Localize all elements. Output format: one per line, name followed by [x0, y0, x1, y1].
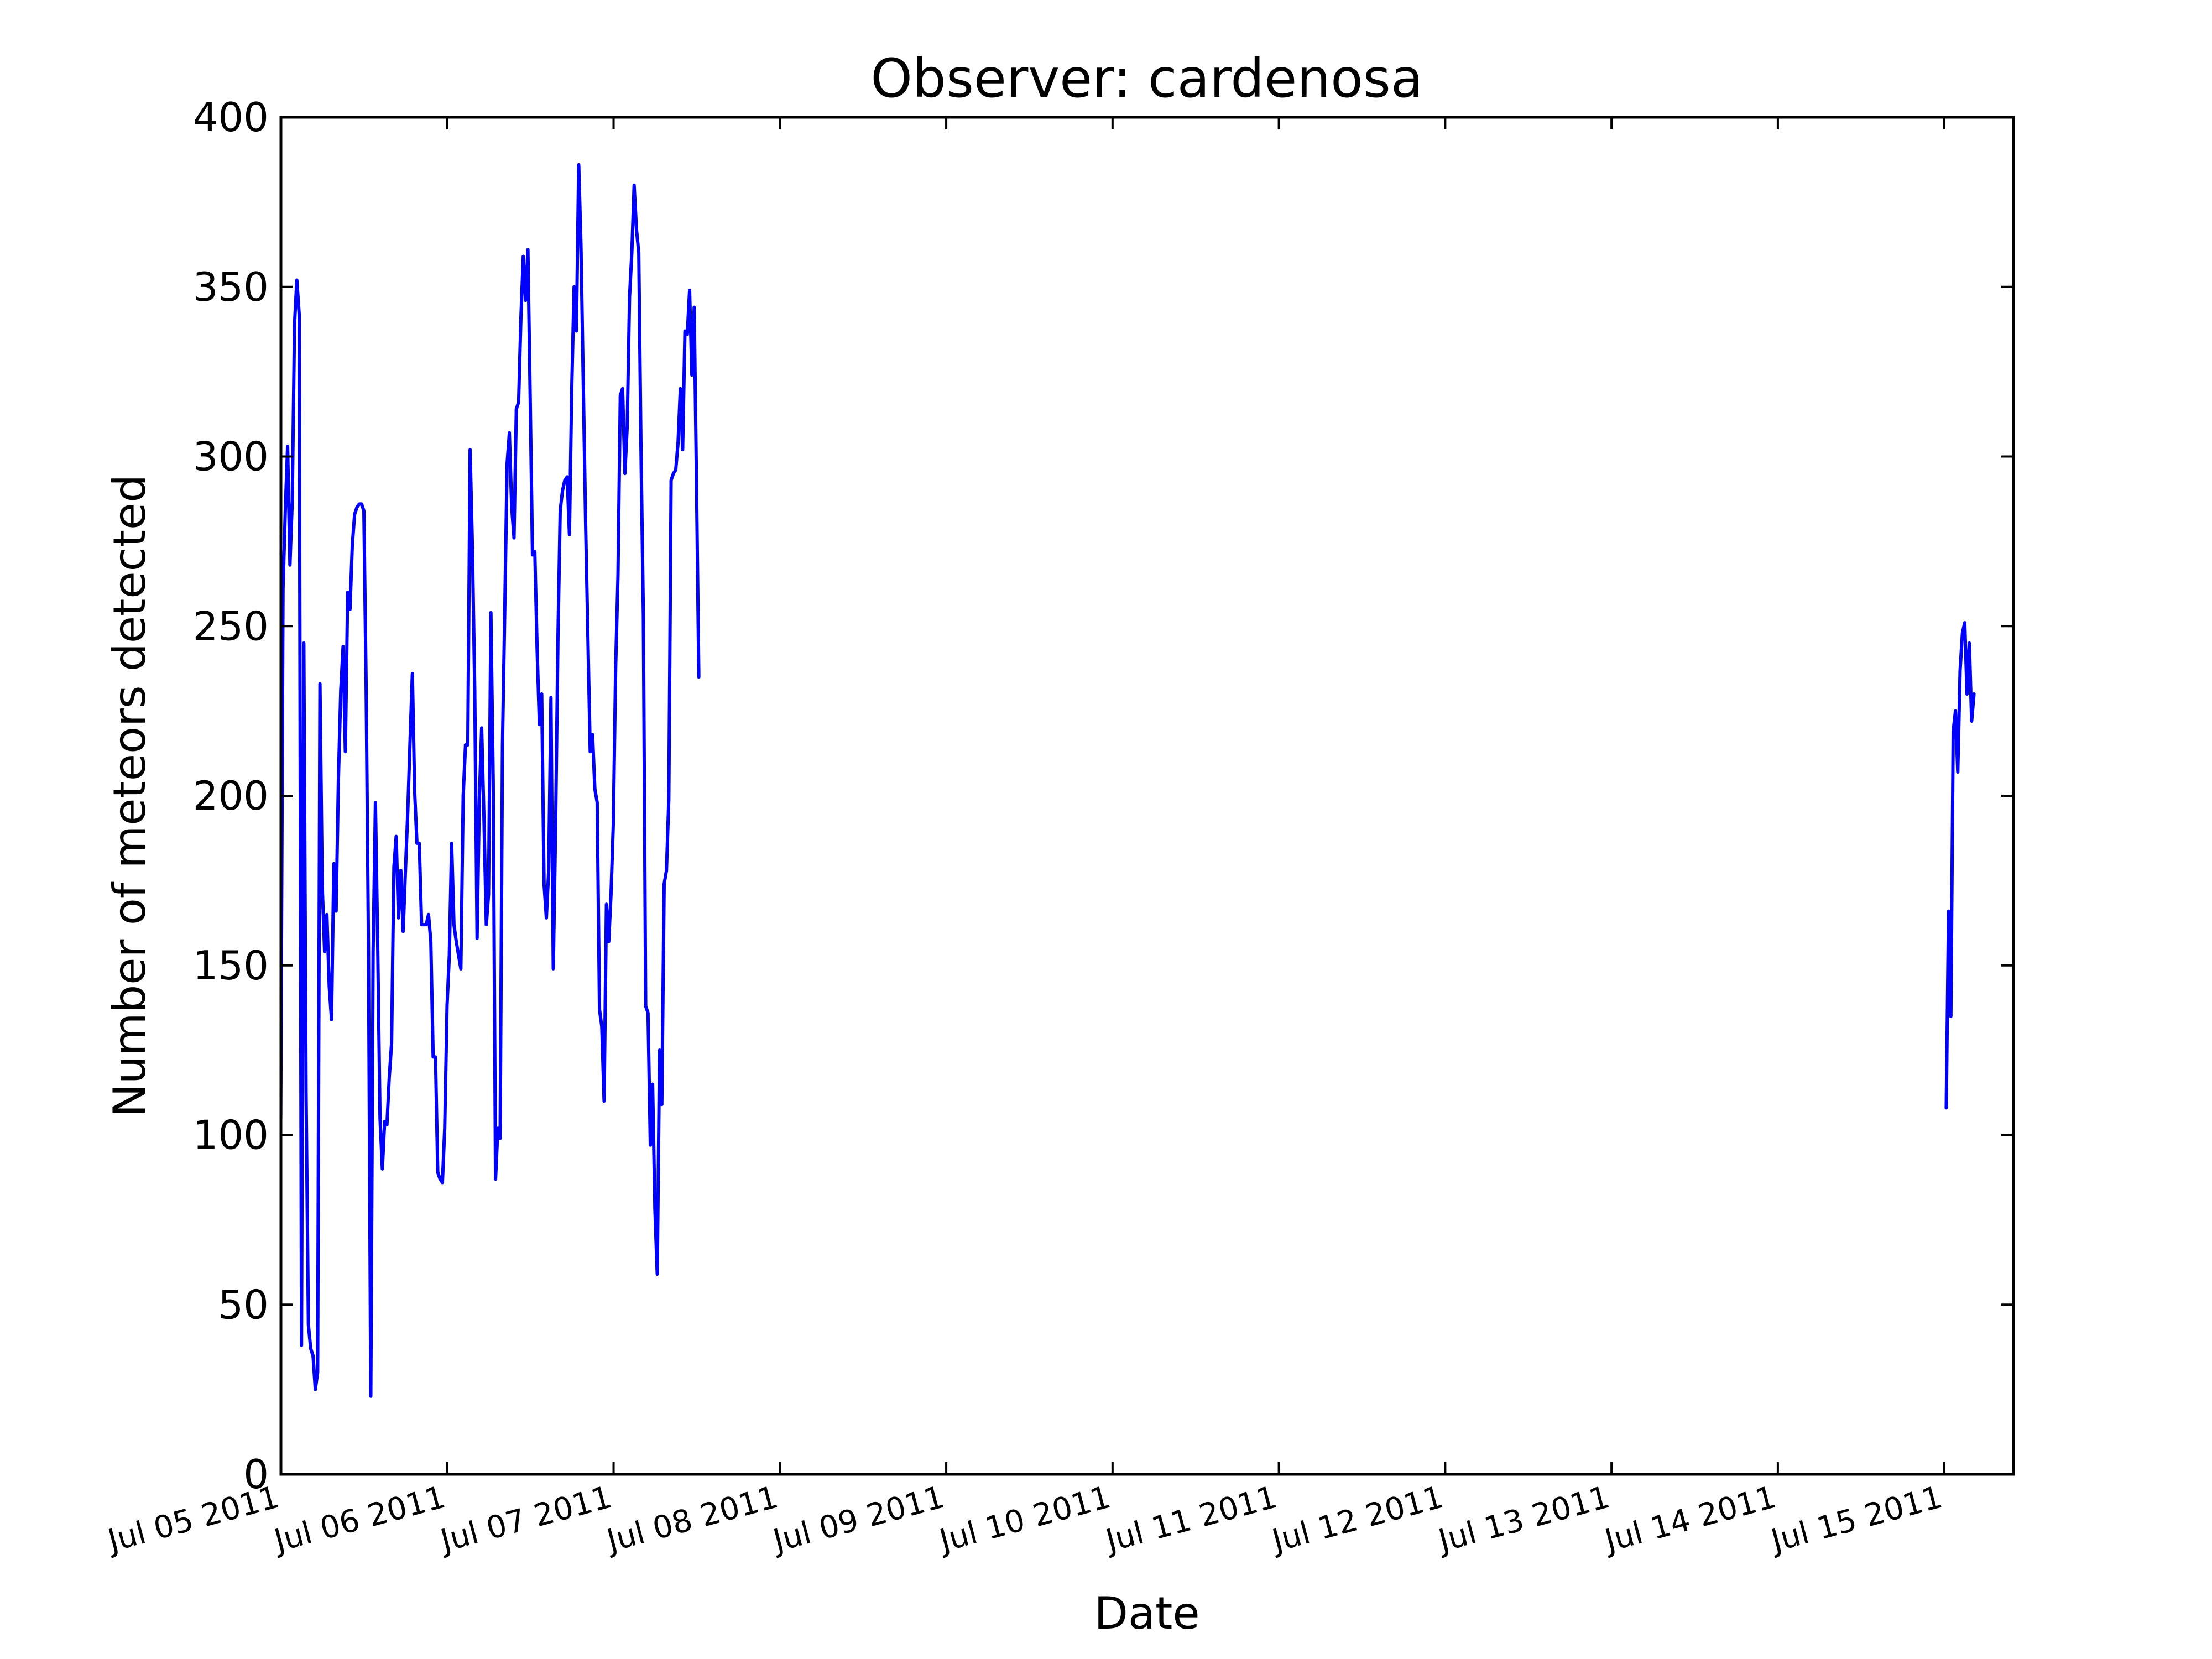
y-tick-label: 400: [193, 94, 269, 140]
y-tick-label: 200: [193, 773, 269, 819]
y-tick-label: 250: [193, 603, 269, 649]
y-tick-label: 150: [193, 942, 269, 989]
y-tick-label: 350: [193, 264, 269, 310]
x-axis-label: Date: [1094, 1588, 1199, 1639]
y-tick-label: 300: [193, 434, 269, 480]
y-tick-label: 50: [218, 1281, 269, 1328]
chart-title: Observer: cardenosa: [870, 48, 1423, 109]
y-axis-label: Number of meteors detected: [104, 474, 155, 1117]
series-line-segment-1: [281, 163, 701, 1398]
y-tick-label: 100: [193, 1112, 269, 1159]
series-layer: [281, 163, 1976, 1398]
series-line-segment-2: [1944, 621, 1976, 1110]
plot-frame: [279, 116, 2015, 1476]
y-tick-label: 0: [243, 1451, 269, 1498]
